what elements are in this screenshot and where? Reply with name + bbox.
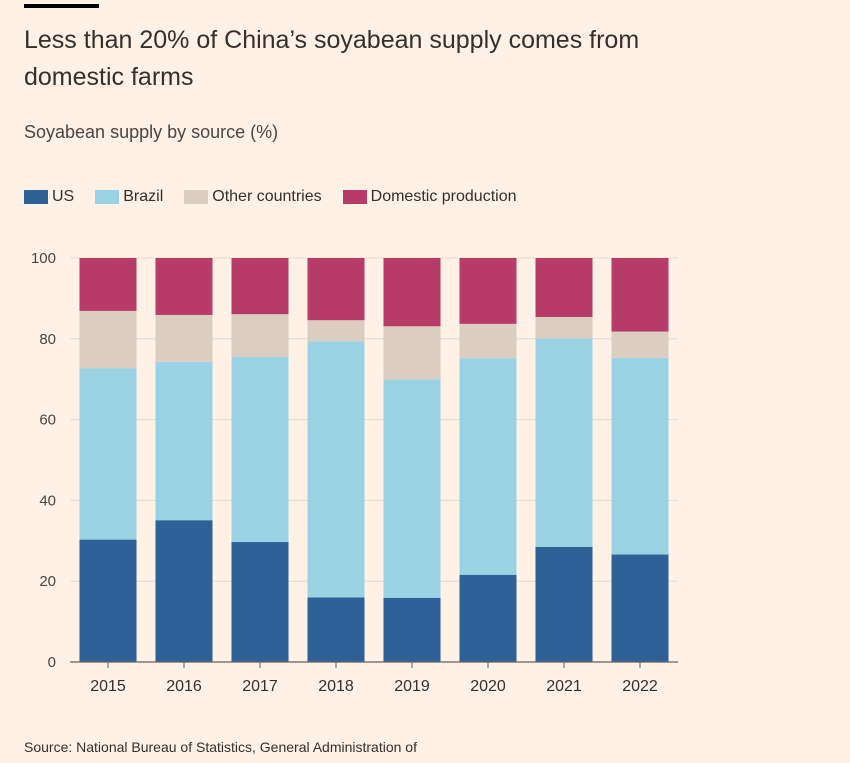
bar-us-2017 [231, 542, 289, 662]
bar-other-countries-2022 [611, 331, 669, 358]
chart-title: Less than 20% of China’s soyabean supply… [24, 26, 640, 91]
bar-brazil-2019 [383, 379, 441, 598]
bar-other-countries-2018 [307, 320, 365, 342]
legend-item-other-countries: Other countries [184, 188, 322, 206]
x-tick-label-2017: 2017 [242, 678, 278, 695]
bar-us-2019 [383, 597, 441, 662]
x-tick-label-2015: 2015 [90, 678, 126, 695]
legend-item-domestic-production: Domestic production [342, 188, 517, 206]
bar-us-2022 [611, 554, 669, 662]
bar-brazil-2017 [231, 356, 289, 543]
legend-swatch-domestic-production [342, 190, 367, 204]
bar-domestic-production-2022 [611, 258, 669, 332]
bar-us-2021 [535, 546, 593, 662]
bar-brazil-2018 [307, 341, 365, 598]
bar-other-countries-2021 [535, 316, 593, 339]
legend-label-brazil: Brazil [123, 188, 164, 205]
bar-brazil-2020 [459, 358, 517, 575]
bar-domestic-production-2018 [307, 258, 365, 321]
bar-brazil-2022 [611, 357, 669, 555]
legend-item-brazil: Brazil [95, 188, 163, 206]
bar-us-2015 [79, 539, 137, 662]
x-tick-label-2022: 2022 [622, 678, 658, 695]
bar-brazil-2021 [535, 338, 593, 547]
legend-label-us: US [52, 188, 75, 205]
bar-us-2020 [459, 574, 517, 662]
bar-us-2018 [307, 597, 365, 662]
y-tick-label-0: 0 [48, 654, 56, 671]
bar-brazil-2015 [79, 368, 137, 540]
chart-legend: US Brazil Other countries Domestic produ… [24, 188, 537, 206]
y-tick-label-60: 60 [39, 412, 56, 429]
y-tick-label-100: 100 [31, 250, 56, 267]
bar-us-2016 [155, 520, 213, 662]
bar-other-countries-2017 [231, 314, 289, 357]
axes: 0 20 40 60 80 100 2015 2016 2017 2018 2019 2020 2021… [31, 250, 678, 695]
y-tick-label-80: 80 [39, 331, 56, 348]
bar-domestic-production-2019 [383, 258, 441, 327]
bar-domestic-production-2020 [459, 258, 517, 324]
x-tick-label-2018: 2018 [318, 678, 354, 695]
bar-brazil-2016 [155, 361, 213, 521]
bar-other-countries-2016 [155, 314, 213, 362]
x-tick-label-2020: 2020 [470, 678, 506, 695]
stacked-bar-chart: 0 20 40 60 80 100 2015 2016 2017 2018 2019 2020 2021… [31, 250, 678, 695]
chart-subtitle: Soyabean supply by source (%) [24, 122, 279, 142]
x-tick-label-2021: 2021 [546, 678, 582, 695]
bar-other-countries-2015 [79, 310, 137, 369]
bars [79, 258, 669, 662]
x-tick-label-2019: 2019 [394, 678, 430, 695]
legend-swatch-brazil [95, 190, 120, 204]
legend-label-other-countries: Other countries [212, 188, 322, 205]
bar-domestic-production-2017 [231, 258, 289, 315]
bar-domestic-production-2016 [155, 258, 213, 315]
bar-other-countries-2020 [459, 323, 517, 359]
legend-swatch-us [24, 190, 48, 204]
x-tick-label-2016: 2016 [166, 678, 202, 695]
header-accent-bar [24, 4, 99, 8]
legend-item-us: US [24, 188, 74, 206]
y-tick-label-40: 40 [39, 492, 56, 509]
bar-domestic-production-2015 [79, 258, 137, 311]
legend-label-domestic-production: Domestic production [370, 188, 517, 205]
bar-other-countries-2019 [383, 326, 441, 380]
legend-swatch-other-countries [184, 190, 209, 204]
source-note: Source: National Bureau of Statistics, G… [24, 739, 417, 755]
y-tick-label-20: 20 [39, 573, 56, 590]
bar-domestic-production-2021 [535, 258, 593, 317]
